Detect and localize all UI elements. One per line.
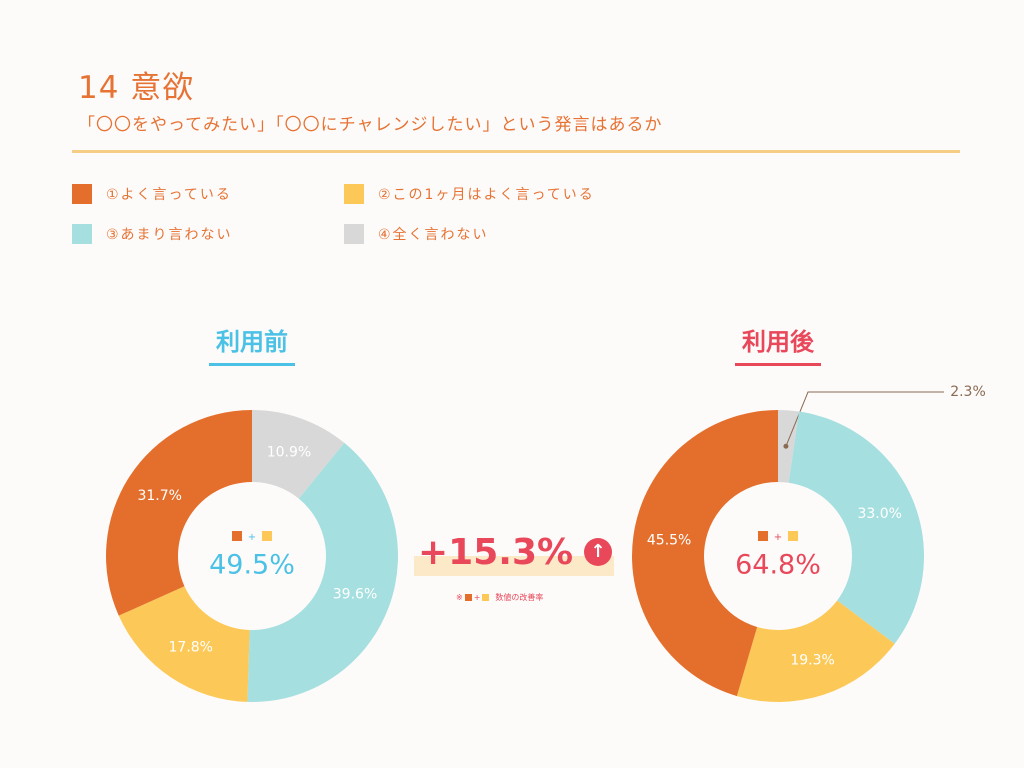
legend-item-1: ①よく言っている (72, 184, 232, 204)
improvement-note: ※ + 数値の改善率 (456, 592, 543, 603)
improvement-highlight (414, 556, 614, 576)
legend-label-2: ②この1ヶ月はよく言っている (378, 187, 595, 203)
header-rule (72, 150, 960, 153)
legend-swatch-2 (344, 184, 364, 204)
center-swatch-yellow-icon (788, 531, 798, 541)
center-value: 64.8% (735, 550, 821, 581)
center-swatch-orange-icon (232, 531, 242, 541)
center-value: 49.5% (209, 550, 295, 581)
callout-line (785, 391, 944, 447)
page-title: 14 意欲 (78, 70, 195, 106)
chart-title-after: 利用後 (718, 322, 838, 366)
slice-label-before-2: 17.8% (169, 639, 213, 655)
center-plus: + (774, 532, 782, 543)
slice-after-3 (788, 411, 924, 644)
up-arrow-icon: ↑ (584, 538, 612, 566)
note-text: 数値の改善率 (495, 593, 544, 602)
page-subtitle: 「〇〇をやってみたい」「〇〇にチャレンジしたい」という発言はあるか (78, 115, 663, 135)
center-swatch-orange-icon (758, 531, 768, 541)
note-prefix: ※ (456, 593, 463, 602)
callout-dot (783, 443, 789, 449)
chart-title-before-underline (209, 363, 295, 366)
donut-chart-after: 2.3% 33.0% 19.3% 45.5% +64.8% (632, 384, 986, 702)
slice-label-after-1: 45.5% (647, 532, 691, 548)
slice-label-before-3: 39.6% (333, 587, 377, 603)
chart-title-before: 利用前 (192, 322, 312, 366)
center-swatch-yellow-icon (262, 531, 272, 541)
slice-before-2 (118, 586, 250, 702)
legend-label-1: ①よく言っている (106, 187, 232, 203)
slice-after-2 (736, 600, 895, 702)
slice-label-after-3: 33.0% (857, 506, 901, 522)
note-swatch-yellow-icon (482, 594, 490, 601)
slice-after-1 (632, 410, 778, 697)
donut-chart-before: 10.9% 39.6% 17.8% 31.7% +49.5% (106, 410, 398, 702)
slice-before-4 (252, 410, 345, 499)
slice-label-before-4: 10.9% (267, 444, 311, 460)
slice-label-after-4: 2.3% (950, 384, 986, 400)
legend-swatch-3 (72, 224, 92, 244)
legend-item-4: ④全く言わない (344, 224, 489, 244)
legend-label-3: ③あまり言わない (106, 227, 233, 243)
improvement-badge: +15.3% ↑ (414, 532, 614, 578)
note-plus: + (473, 593, 481, 602)
slice-label-before-1: 31.7% (137, 488, 181, 504)
legend-label-4: ④全く言わない (378, 227, 489, 243)
center-plus: + (248, 532, 256, 543)
slice-before-3 (247, 442, 398, 702)
improvement-value: +15.3% (418, 532, 574, 573)
slice-before-1 (106, 410, 252, 616)
legend-item-2: ②この1ヶ月はよく言っている (344, 184, 595, 204)
slice-label-after-2: 19.3% (790, 652, 834, 668)
note-swatch-orange-icon (464, 594, 472, 601)
legend-item-3: ③あまり言わない (72, 224, 233, 244)
chart-title-after-text: 利用後 (742, 328, 814, 356)
chart-title-before-text: 利用前 (216, 328, 288, 356)
legend-swatch-4 (344, 224, 364, 244)
chart-title-after-underline (735, 363, 821, 366)
legend-swatch-1 (72, 184, 92, 204)
